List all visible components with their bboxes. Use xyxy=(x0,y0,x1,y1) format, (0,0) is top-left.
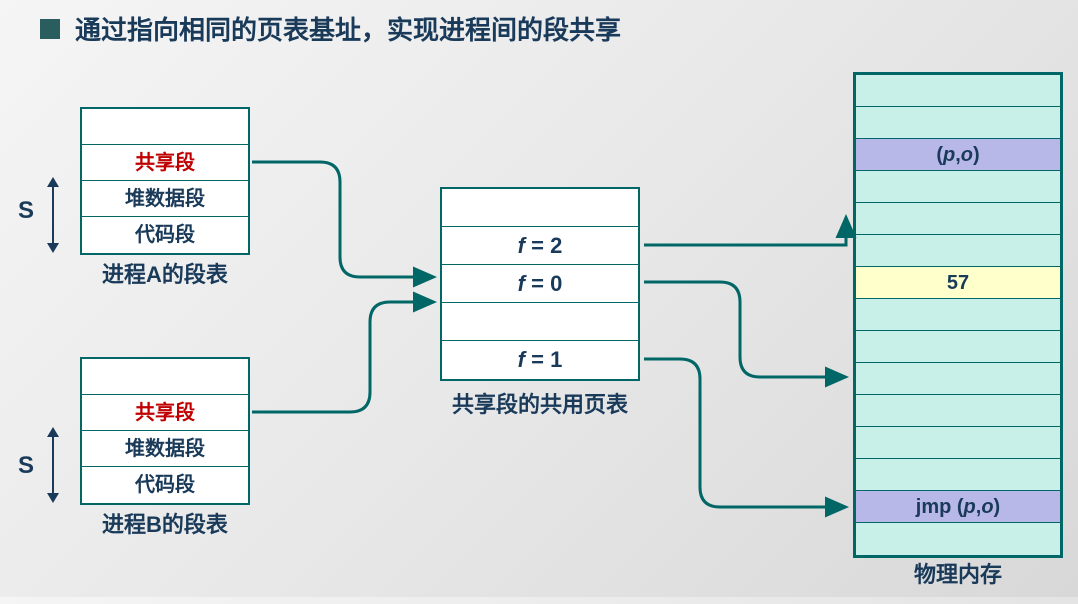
mem-cell-14 xyxy=(856,523,1060,555)
slide-title: 通过指向相同的页表基址，实现进程间的段共享 xyxy=(75,10,621,47)
mem-cell-jmp: jmp (p,o) xyxy=(856,491,1060,523)
proc-b-row-empty xyxy=(82,359,248,395)
proc-a-s-arrow xyxy=(52,185,54,245)
proc-a-label: 进程A的段表 xyxy=(80,257,250,289)
mem-cell-12 xyxy=(856,459,1060,491)
mem-cell-po: (p,o) xyxy=(856,139,1060,171)
page-table-row-0 xyxy=(442,189,638,227)
mem-cell-3 xyxy=(856,171,1060,203)
page-table-label: 共享段的共用页表 xyxy=(420,387,660,419)
arrow-f1 xyxy=(644,359,846,507)
page-table-row-1: f = 2 xyxy=(442,227,638,265)
arrow-b-to-pagetable xyxy=(252,302,434,412)
proc-a-heap-segment: 堆数据段 xyxy=(82,181,248,217)
proc-a-shared-segment: 共享段 xyxy=(82,145,248,181)
mem-cell-4 xyxy=(856,203,1060,235)
proc-b-code-segment: 代码段 xyxy=(82,467,248,503)
proc-b-s-label: S xyxy=(18,452,34,480)
proc-b-s-arrow xyxy=(52,435,54,495)
proc-b-label: 进程B的段表 xyxy=(80,507,250,539)
mem-cell-8 xyxy=(856,331,1060,363)
proc-a-code-segment: 代码段 xyxy=(82,217,248,253)
shared-page-table: f = 2 f = 0 f = 1 xyxy=(440,187,640,381)
proc-a-row-empty xyxy=(82,109,248,145)
mem-cell-7 xyxy=(856,299,1060,331)
proc-a-s-label: S xyxy=(18,197,34,225)
diagram-container: 共享段 堆数据段 代码段 进程A的段表 S 共享段 堆数据段 代码段 进程B的段… xyxy=(0,57,1078,604)
proc-a-segment-table: 共享段 堆数据段 代码段 xyxy=(80,107,250,255)
proc-b-segment-table: 共享段 堆数据段 代码段 xyxy=(80,357,250,505)
mem-cell-57: 57 xyxy=(856,267,1060,299)
mem-cell-11 xyxy=(856,427,1060,459)
proc-b-heap-segment: 堆数据段 xyxy=(82,431,248,467)
bullet-icon xyxy=(40,19,60,39)
arrow-f2 xyxy=(644,217,846,245)
arrow-f0 xyxy=(644,282,846,377)
arrow-a-to-pagetable xyxy=(252,162,434,277)
mem-cell-5 xyxy=(856,235,1060,267)
phys-mem-label: 物理内存 xyxy=(853,557,1063,589)
page-table-row-4: f = 1 xyxy=(442,341,638,379)
page-table-row-3 xyxy=(442,303,638,341)
page-table-row-2: f = 0 xyxy=(442,265,638,303)
mem-cell-9 xyxy=(856,363,1060,395)
mem-cell-0 xyxy=(856,75,1060,107)
mem-cell-1 xyxy=(856,107,1060,139)
proc-b-shared-segment: 共享段 xyxy=(82,395,248,431)
title-row: 通过指向相同的页表基址，实现进程间的段共享 xyxy=(0,0,1078,57)
mem-cell-10 xyxy=(856,395,1060,427)
physical-memory: (p,o) 57 jmp (p,o) xyxy=(853,72,1063,558)
